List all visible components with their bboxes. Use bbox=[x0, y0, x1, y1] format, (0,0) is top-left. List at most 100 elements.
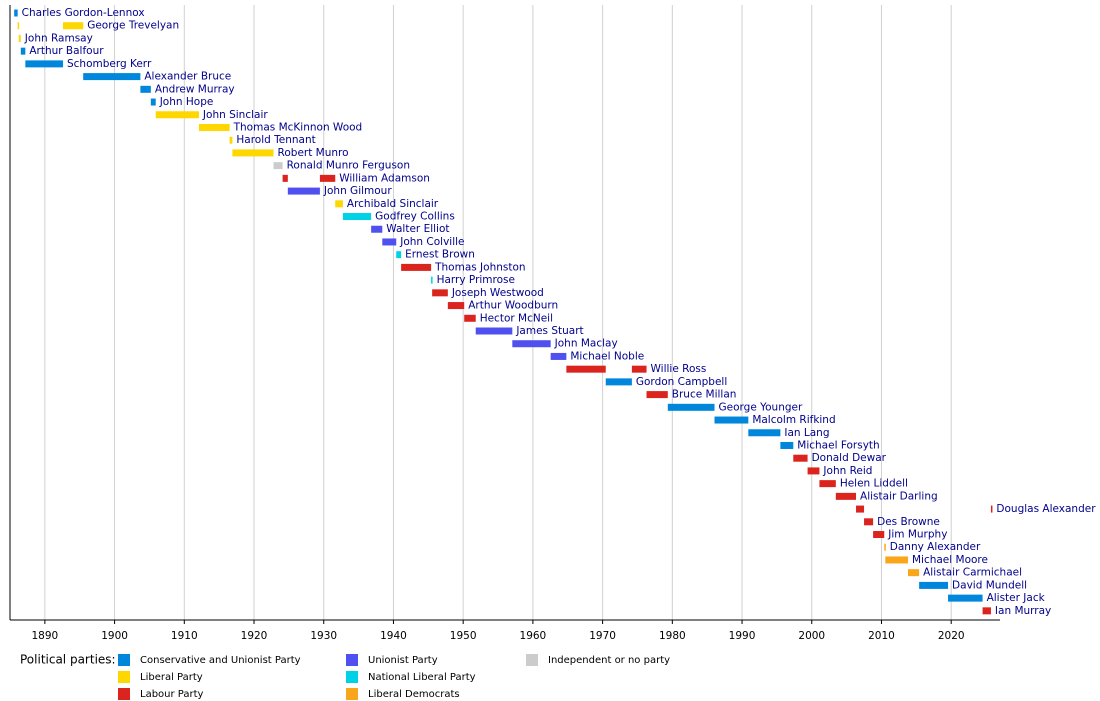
term-bar bbox=[335, 200, 343, 208]
term-bar bbox=[382, 238, 397, 246]
x-tick-label: 1910 bbox=[171, 630, 198, 642]
legend-title: Political parties: bbox=[20, 653, 116, 667]
x-tick-label: 1950 bbox=[450, 630, 477, 642]
row-label: Ronald Munro Ferguson bbox=[287, 160, 410, 172]
term-bar bbox=[864, 518, 874, 526]
row-label: Alexander Bruce bbox=[144, 71, 231, 83]
row-label: Harold Tennant bbox=[236, 134, 315, 146]
row-label: Schomberg Kerr bbox=[67, 58, 152, 70]
x-tick-label: 2020 bbox=[938, 630, 965, 642]
term-bar bbox=[287, 187, 320, 195]
legend-swatch bbox=[118, 671, 130, 683]
term-bar bbox=[667, 403, 715, 411]
row-label: John Hope bbox=[159, 96, 214, 108]
row-label: Michael Noble bbox=[570, 350, 644, 362]
row-label: Thomas Johnston bbox=[434, 261, 525, 273]
row-label: Harry Primrose bbox=[437, 274, 515, 286]
legend-label: Liberal Party bbox=[140, 672, 203, 683]
row-label: John Ramsay bbox=[24, 32, 93, 44]
term-bar bbox=[232, 149, 274, 157]
x-tick-label: 2000 bbox=[798, 630, 825, 642]
term-bar bbox=[550, 352, 567, 360]
term-bar bbox=[83, 73, 141, 81]
legend-swatch bbox=[346, 654, 358, 666]
row-label: William Adamson bbox=[339, 172, 430, 184]
term-bar bbox=[464, 314, 476, 322]
row-label: Donald Dewar bbox=[812, 452, 887, 464]
legend-swatch bbox=[526, 654, 538, 666]
legend-label: Conservative and Unionist Party bbox=[140, 655, 301, 666]
term-bar bbox=[18, 34, 21, 42]
legend-label: Labour Party bbox=[140, 689, 204, 700]
term-bar bbox=[431, 276, 433, 284]
row-label: David Mundell bbox=[952, 579, 1027, 591]
row-label: Arthur Balfour bbox=[29, 45, 104, 57]
row-label: Alistair Carmichael bbox=[923, 567, 1022, 579]
x-tick-label: 1890 bbox=[31, 630, 58, 642]
x-tick-label: 1960 bbox=[520, 630, 547, 642]
term-bar bbox=[646, 391, 668, 399]
row-label: Des Browne bbox=[877, 516, 940, 528]
row-label: Willie Ross bbox=[651, 363, 707, 375]
term-bar bbox=[780, 441, 794, 449]
row-label: Alister Jack bbox=[987, 592, 1046, 604]
row-label: Walter Elliot bbox=[386, 223, 449, 235]
row-label: John Gilmour bbox=[323, 185, 392, 197]
legend-swatch bbox=[346, 688, 358, 700]
row-label: Bruce Millan bbox=[672, 389, 737, 401]
row-label: Gordon Campbell bbox=[636, 376, 727, 388]
term-bar bbox=[475, 327, 513, 335]
legend-label: Unionist Party bbox=[368, 655, 438, 666]
x-tick-label: 2010 bbox=[868, 630, 895, 642]
row-label: Michael Moore bbox=[912, 554, 988, 566]
term-bar bbox=[885, 556, 908, 564]
row-label: Jim Murphy bbox=[887, 529, 947, 541]
term-bar bbox=[14, 9, 18, 17]
row-label: Hector McNeil bbox=[480, 312, 553, 324]
term-bar bbox=[919, 581, 949, 589]
legend-label: National Liberal Party bbox=[368, 672, 476, 683]
row-label: Malcolm Rifkind bbox=[752, 414, 835, 426]
term-bar bbox=[25, 60, 63, 68]
term-bar bbox=[512, 340, 551, 348]
legend-swatch bbox=[346, 671, 358, 683]
row-label: John Maclay bbox=[554, 338, 618, 350]
term-bar bbox=[873, 531, 885, 539]
row-label: Douglas Alexander bbox=[996, 503, 1096, 515]
x-tick-label: 1970 bbox=[589, 630, 616, 642]
term-bar bbox=[907, 569, 920, 577]
x-tick-label: 1980 bbox=[659, 630, 686, 642]
row-label: Charles Gordon-Lennox bbox=[22, 7, 145, 19]
term-bar bbox=[990, 505, 993, 513]
x-tick-label: 1990 bbox=[729, 630, 756, 642]
legend-label: Liberal Democrats bbox=[368, 689, 460, 700]
row-label: Archibald Sinclair bbox=[347, 198, 439, 210]
term-bar bbox=[631, 365, 647, 373]
term-bar bbox=[605, 378, 632, 386]
row-label: Danny Alexander bbox=[890, 541, 981, 553]
term-bar bbox=[229, 136, 233, 144]
term-bar bbox=[835, 492, 857, 500]
term-bar bbox=[884, 543, 886, 551]
row-label: James Stuart bbox=[515, 325, 583, 337]
x-tick-label: 1940 bbox=[380, 630, 407, 642]
row-label: Ernest Brown bbox=[405, 249, 475, 261]
term-bar bbox=[150, 98, 156, 106]
term-bar bbox=[273, 162, 283, 170]
term-bar bbox=[982, 607, 991, 615]
row-label: Arthur Woodburn bbox=[468, 300, 558, 312]
x-tick-label: 1930 bbox=[310, 630, 337, 642]
x-tick-label: 1920 bbox=[241, 630, 268, 642]
row-label: George Younger bbox=[719, 401, 803, 413]
term-bar bbox=[20, 47, 26, 55]
term-bar bbox=[155, 111, 199, 119]
row-label: John Reid bbox=[822, 465, 872, 477]
row-label: John Colville bbox=[399, 236, 464, 248]
x-tick-label: 1900 bbox=[101, 630, 128, 642]
term-bar bbox=[748, 429, 781, 437]
term-bar bbox=[856, 505, 865, 513]
term-bar bbox=[342, 213, 372, 221]
term-bar bbox=[140, 85, 151, 93]
row-label: Helen Liddell bbox=[840, 478, 908, 490]
row-label: George Trevelyan bbox=[87, 20, 179, 32]
